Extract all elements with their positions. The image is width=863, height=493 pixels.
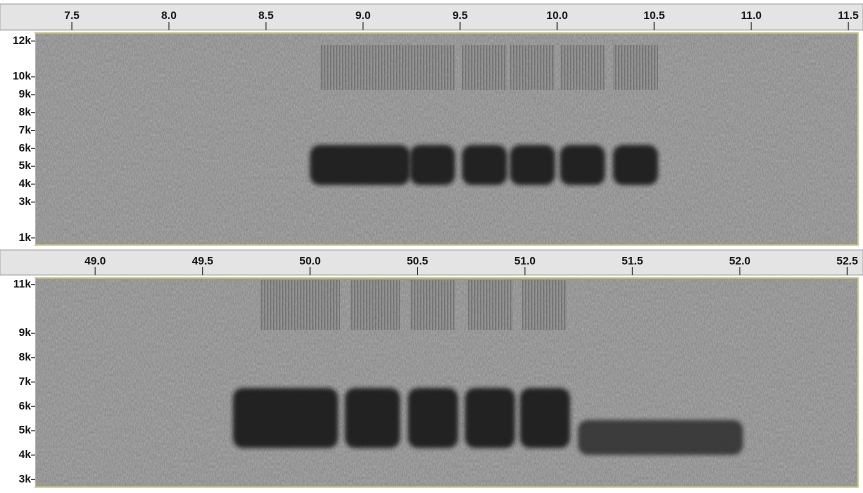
song-note [510,145,555,185]
spectrogram-panel: 49.0 49.5 50.0 50.5 51.0 51.5 52.0 52.5 3k 4k 5k 6k… [0,250,863,487]
harmonic-band [350,280,400,330]
y-tick-label: 8k [19,352,32,364]
x-tick-label: 10.5 [643,10,664,22]
x-tick-label: 51.5 [622,255,643,267]
harmonic-band [522,280,567,330]
song-note [613,145,658,185]
x-tick-label: 11.0 [741,10,762,22]
spectrogram-panel: 7.5 8.0 8.5 9.0 9.5 10.0 10.5 11.0 11.5 1k 3k 4k 5k 6… [0,4,863,245]
harmonic-band [260,280,340,330]
song-note [465,388,515,448]
x-tick-label: 11.5 [838,10,859,22]
y-tick-label: 12k [13,35,32,47]
y-tick-label: 4k [19,178,32,190]
x-tick-label: 8.5 [258,10,273,22]
y-tick-label: 1k [19,232,32,244]
harmonic-band [462,45,507,90]
harmonic-band [320,45,410,90]
freq-axis-bg [0,33,35,245]
x-tick-label: 9.0 [355,10,370,22]
x-tick-label: 50.0 [299,255,320,267]
song-note [560,145,605,185]
harmonic-band [410,45,455,90]
x-tick-label: 10.0 [546,10,567,22]
y-tick-label: 10k [13,71,32,83]
harmonic-band [510,45,555,90]
time-ruler [0,4,863,30]
x-tick-label: 49.0 [84,255,105,267]
y-tick-label: 8k [19,107,32,119]
harmonic-band [468,280,513,330]
harmonic-band [613,45,658,90]
y-tick-label: 5k [19,425,32,437]
y-tick-label: 5k [19,160,32,172]
song-note [462,145,507,185]
harmonic-band [410,280,455,330]
song-note [345,388,400,448]
x-tick-label: 49.5 [192,255,213,267]
y-tick-label: 7k [19,124,32,136]
x-tick-label: 7.5 [64,10,79,22]
song-note [233,388,338,448]
x-tick-label: 52.0 [729,255,750,267]
song-note [408,388,458,448]
y-tick-label: 3k [19,473,32,485]
y-tick-label: 4k [19,449,32,461]
y-tick-label: 6k [19,142,32,154]
x-tick-label: 51.0 [514,255,535,267]
y-tick-label: 11k [13,278,32,290]
y-tick-label: 3k [19,196,32,208]
song-note [578,420,743,455]
song-note [310,145,410,185]
y-tick-label: 6k [19,400,32,412]
x-tick-label: 52.5 [837,255,858,267]
y-tick-label: 9k [19,327,32,339]
y-tick-label: 7k [19,376,32,388]
y-tick-label: 9k [19,89,32,101]
x-tick-label: 8.0 [161,10,176,22]
spectrogram-screenshot: 7.5 8.0 8.5 9.0 9.5 10.0 10.5 11.0 11.5 1k 3k 4k 5k 6… [0,0,863,488]
song-note [520,388,570,448]
harmonic-band [560,45,605,90]
song-note [410,145,455,185]
x-tick-label: 50.5 [407,255,428,267]
x-tick-label: 9.5 [452,10,467,22]
